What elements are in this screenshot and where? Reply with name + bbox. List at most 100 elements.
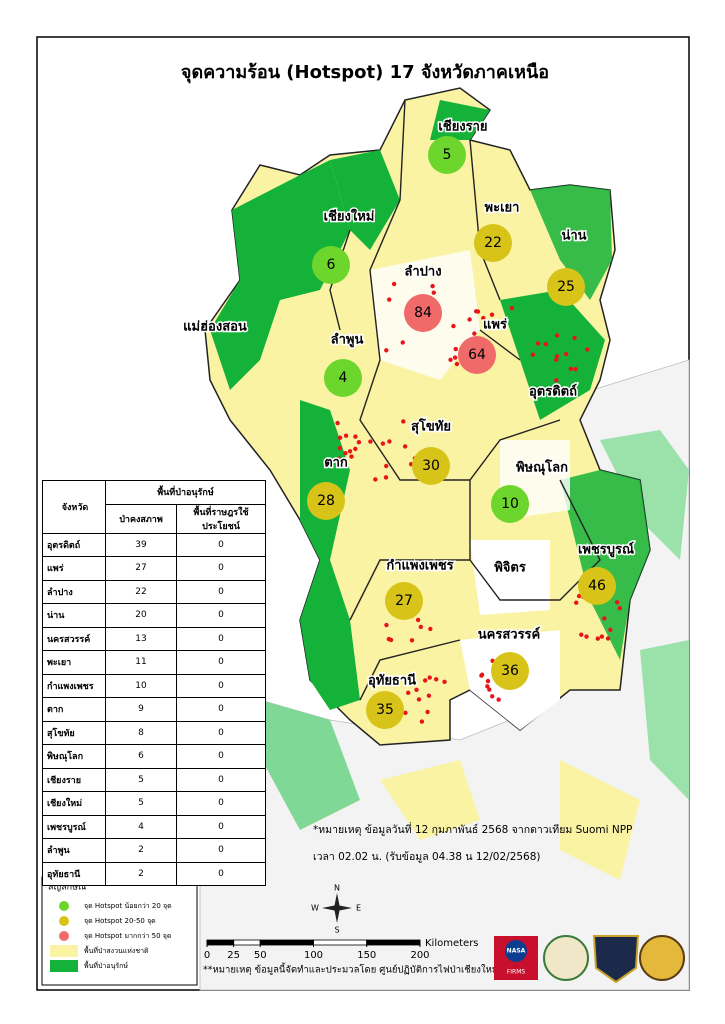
hotspot-dot: [343, 450, 348, 456]
value-cell: 8: [105, 720, 177, 745]
hotspot-dot: [336, 456, 341, 461]
legend-swatch: [50, 960, 78, 972]
table-row: น่าน 20 0: [42, 603, 266, 628]
hotspot-badge: [366, 691, 404, 729]
hotspot-dot: [602, 616, 607, 621]
hotspot-dot: [434, 677, 439, 682]
reserve-patch: [380, 760, 480, 840]
forest-patch: [260, 700, 360, 830]
hotspot-dot: [356, 439, 362, 445]
hotspot-dot: [414, 687, 419, 693]
province-cell: น่าน: [42, 603, 106, 628]
hotspot-dot: [387, 297, 392, 302]
hotspot-dot: [451, 323, 456, 329]
province-label: พิจิตร: [494, 561, 526, 576]
hotspot-dot: [467, 317, 472, 322]
value-cell: 0: [176, 814, 266, 839]
province-label: อุตรดิตถ์: [529, 384, 577, 400]
forest-area: [430, 100, 490, 140]
hotspot-count: 64: [468, 347, 486, 363]
credit: **หมายเหตุ ข้อมูลนี้จัดทำและประมวลโดย ศู…: [203, 963, 498, 976]
province-label: พิษณุโลก: [516, 459, 568, 476]
hotspot-count: 10: [501, 496, 519, 512]
province-cell: ลำปาง: [42, 579, 106, 604]
province-cell: นครสวรรค์: [42, 626, 106, 651]
header-cell: ป่าคงสภาพ: [105, 503, 177, 534]
value-cell: 5: [105, 767, 177, 792]
scale-unit: Kilometers: [425, 938, 479, 949]
map-title: จุดความร้อน (Hotspot) 17 จังหวัดภาคเหนือ: [181, 62, 549, 84]
note: *หมายเหตุ ข้อมูลวันที่ 12 กุมภาพันธ์ 256…: [313, 822, 632, 836]
hotspot-dot: [543, 342, 549, 347]
note: เวลา 02.02 น. (รับข้อมูล 04.38 น 12/02/2…: [313, 851, 541, 863]
hotspot-dot: [430, 283, 435, 289]
province-cell: เชียงราย: [42, 767, 106, 792]
value-cell: 0: [176, 838, 266, 863]
legend-label: จุด Hotspot 20-50 จุด: [84, 917, 156, 925]
table-row: พะเยา 11 0: [42, 650, 266, 675]
hotspot-dot: [453, 346, 458, 352]
value-cell: 0: [176, 744, 266, 769]
province-label: ลำพูน: [331, 332, 364, 348]
value-cell: 0: [176, 767, 266, 792]
hotspot-dot: [599, 634, 605, 639]
value-cell: 0: [176, 579, 266, 604]
hotspot-dot: [353, 446, 358, 452]
hotspot-dot: [574, 600, 579, 605]
value-cell: 0: [176, 556, 266, 581]
value-cell: 5: [105, 791, 177, 816]
hotspot-dot: [573, 366, 578, 372]
hotspot-dot: [425, 709, 430, 715]
scale-label: 50: [254, 950, 267, 961]
province-cell: เชียงใหม่: [42, 791, 106, 816]
province-label: แพร่: [483, 318, 507, 333]
hotspot-dot: [353, 434, 358, 439]
hotspot-dot: [487, 687, 492, 692]
hotspot-dot: [388, 637, 394, 643]
legend-swatch: [50, 945, 78, 957]
hotspot-badge: [458, 336, 496, 374]
hotspot-dot: [428, 626, 433, 632]
province-cell: แพร่: [42, 556, 106, 581]
hotspot-badge: [412, 447, 450, 485]
hotspot-badge: [578, 567, 616, 605]
hotspot-dot: [368, 439, 373, 444]
value-cell: 0: [176, 603, 266, 628]
header-cell: พื้นที่ราษฎรใช้ประโยชน์: [176, 503, 266, 534]
province-label: นครสวรรค์: [478, 627, 540, 643]
province-label: เชียงใหม่: [324, 208, 375, 225]
scale-segment: [366, 939, 421, 946]
province-cell: อุทัยธานี: [42, 861, 106, 886]
compass-rose: [322, 893, 352, 923]
hotspot-dot: [339, 457, 345, 462]
scale-label: 0: [204, 950, 210, 961]
table-row: เชียงใหม่ 5 0: [42, 791, 266, 816]
table-row: แพร่ 27 0: [42, 556, 266, 581]
province-cell: ตาก: [42, 697, 106, 722]
province-cell: กำแพงเพชร: [42, 673, 106, 698]
value-cell: 6: [105, 744, 177, 769]
legend-label: พื้นที่ป่าสงวนแห่งชาติ: [84, 944, 149, 955]
province-label: พะเยา: [485, 201, 520, 216]
province-label: กำแพงเพชร: [386, 558, 453, 574]
hotspot-dot: [401, 419, 406, 424]
table-row: เชียงราย 5 0: [42, 767, 266, 792]
legend-label: จุด Hotspot มากกว่า 50 จุด: [84, 932, 171, 940]
province-label: ลำปาง: [404, 264, 441, 280]
hotspot-dot: [509, 306, 515, 311]
scale-label: 200: [410, 950, 429, 961]
hotspot-dot: [605, 636, 611, 641]
hotspot-count: 46: [588, 578, 606, 594]
legend-swatch: [59, 901, 69, 911]
value-cell: 39: [105, 532, 177, 557]
hotspot-badge: [491, 652, 529, 690]
hotspot-dot: [572, 335, 577, 341]
table-row: อุตรดิตถ์ 39 0: [42, 532, 266, 557]
logos: NASA FIRMS: [494, 935, 685, 984]
hotspot-dot: [402, 444, 408, 449]
province-label: น่าน: [561, 229, 586, 244]
hotspot-dot: [415, 617, 421, 623]
hotspot-badge: [547, 268, 585, 306]
compass-n: N: [334, 884, 340, 893]
province-label: เชียงราย: [438, 119, 487, 135]
